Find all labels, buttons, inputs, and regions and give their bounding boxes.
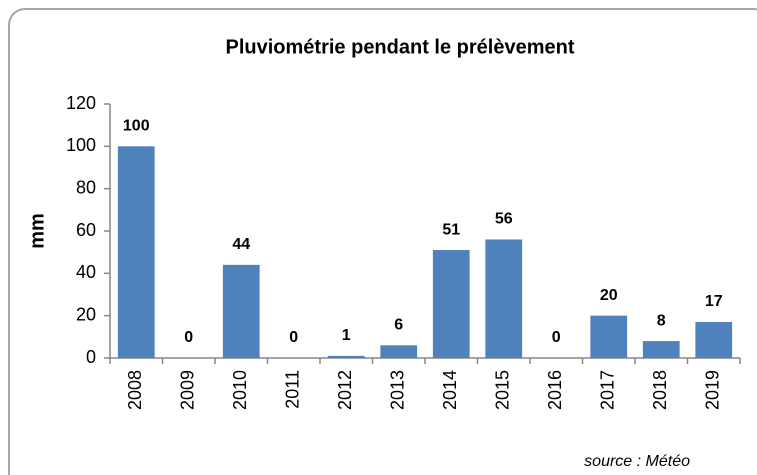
y-tick-label: 80 [76,177,96,197]
x-tick-label: 2014 [440,370,460,410]
data-label: 8 [657,312,666,329]
data-label: 6 [394,317,403,334]
y-tick-label: 40 [76,262,96,282]
x-tick-label: 2009 [178,370,198,410]
chart-title: Pluviométrie pendant le prélèvement [226,36,575,58]
x-tick-label: 2017 [598,370,618,410]
y-axis-label: mm [26,213,48,249]
x-tick-label: 2016 [545,370,565,410]
data-label: 20 [600,287,618,304]
x-tick-label: 2008 [125,370,145,410]
bar [590,315,628,358]
bar [642,341,680,358]
bar [222,264,260,358]
source-note: source : Météo [584,453,690,470]
data-label: 0 [552,329,561,346]
x-tick-label: 2012 [335,370,355,410]
x-tick-label: 2015 [493,370,513,410]
data-label: 0 [289,329,298,346]
y-tick-label: 100 [66,135,96,155]
x-tick-label: 2018 [650,370,670,410]
data-label: 17 [705,293,723,310]
data-label: 100 [123,118,150,135]
x-tick-label: 2019 [703,370,723,410]
bar [327,355,365,358]
data-label: 56 [495,211,513,228]
y-tick-label: 120 [66,93,96,113]
y-tick-label: 0 [86,347,96,367]
data-label: 0 [184,329,193,346]
y-tick-label: 60 [76,220,96,240]
data-label: 44 [232,236,250,253]
x-tick-label: 2010 [230,370,250,410]
bar [117,146,155,358]
y-tick-label: 20 [76,304,96,324]
bar [380,345,418,358]
data-label: 1 [342,327,351,344]
bar [485,239,523,358]
x-tick-label: 2011 [283,370,303,409]
x-tick-label: 2013 [388,370,408,410]
data-label: 51 [442,221,460,238]
bar [432,250,470,358]
bar [695,322,733,358]
